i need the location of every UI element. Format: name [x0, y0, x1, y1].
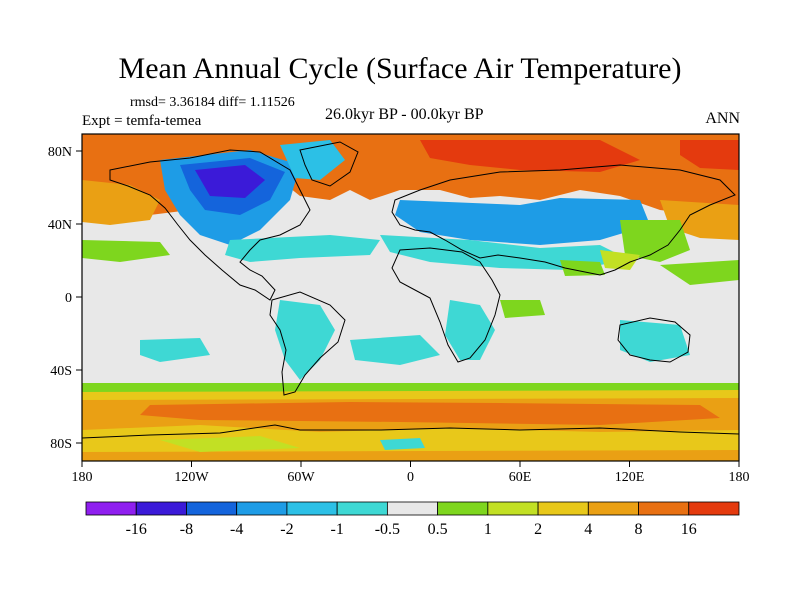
eurasia-coast: [391, 164, 736, 276]
colorbar-swatch: [437, 501, 489, 516]
laurentide-deep: [195, 165, 265, 198]
tropical-yellow: [600, 250, 640, 270]
lon-tick-label: 180: [729, 470, 750, 485]
lat-tick-label: 40S: [50, 364, 72, 379]
map-field: [82, 134, 739, 461]
lat-tick-label: 0: [65, 291, 72, 306]
antarctica-coast: [82, 424, 739, 439]
colorbar-label: -8: [180, 521, 193, 538]
colorbar-label: 1: [484, 521, 492, 538]
east-asia-warm: [620, 220, 690, 262]
colorbar-label: 16: [681, 521, 697, 538]
south-pacific-cool: [140, 338, 210, 362]
experiment-label: Expt = temfa-temea: [82, 113, 202, 129]
colorbar: [85, 501, 740, 516]
indian-ocean-green: [500, 300, 545, 318]
greenland-coast: [299, 141, 359, 187]
colorbar-label: 4: [584, 521, 592, 538]
colorbar-label: -2: [280, 521, 293, 538]
coastlines: [82, 141, 739, 439]
south-atlantic-cool: [350, 335, 440, 365]
colorbar-swatch: [537, 501, 589, 516]
lat-tick-label: 80S: [50, 437, 72, 452]
figure-title: Mean Annual Cycle (Surface Air Temperatu…: [118, 52, 682, 85]
antarctica-green: [160, 436, 300, 452]
australia-cool: [620, 320, 690, 362]
colorbar-swatch: [135, 501, 187, 516]
lat-tick-label: 40N: [48, 218, 72, 233]
arctic-red-core-2: [680, 140, 739, 170]
colorbar-swatch: [336, 501, 388, 516]
colorbar-swatch: [236, 501, 288, 516]
lon-tick-label: 180: [72, 470, 93, 485]
africa-cool: [445, 300, 495, 360]
colorbar-label: -1: [330, 521, 343, 538]
colorbar-label: 2: [534, 521, 542, 538]
lon-tick-label: 60E: [509, 470, 532, 485]
colorbar-swatch: [386, 501, 439, 516]
colorbar-swatch: [638, 501, 690, 516]
stats-line: rmsd= 3.36184 diff= 1.11526: [130, 95, 295, 110]
lon-tick-label: 120W: [174, 470, 209, 485]
north-america-coast: [109, 149, 311, 301]
colorbar-label: 8: [635, 521, 643, 538]
colorbar-swatch: [688, 501, 740, 516]
colorbar-label: 0.5: [428, 521, 448, 538]
colorbar-label: -16: [126, 521, 147, 538]
tick-marks: [76, 150, 740, 467]
south-america-coast: [269, 291, 346, 396]
lon-tick-label: 0: [407, 470, 414, 485]
mid-pacific-green: [660, 260, 739, 285]
period-label: 26.0kyr BP - 00.0kyr BP: [325, 106, 484, 123]
colorbar-swatch: [286, 501, 338, 516]
lon-tick-label: 120E: [615, 470, 645, 485]
arctic-red-core: [420, 140, 640, 172]
colorbar-swatch: [186, 501, 238, 516]
na-cool-band: [225, 235, 380, 262]
africa-coast: [391, 247, 501, 363]
australia-coast: [617, 317, 691, 363]
colorbar-label: -4: [230, 521, 243, 538]
season-label: ANN: [705, 110, 740, 127]
pacific-green-band: [82, 240, 170, 262]
colorbar-labels: -16 -8 -4 -2 -1 -0.5 0.5 1 2 4 8 16: [126, 521, 697, 538]
lat-tick-label: 80N: [48, 145, 72, 160]
greenland-cold: [280, 140, 345, 180]
southern-ocean-core: [140, 402, 720, 425]
colorbar-swatch: [487, 501, 539, 516]
antarctica-cool: [380, 438, 425, 450]
eurasia-cool: [395, 198, 650, 245]
colorbar-swatch: [587, 501, 639, 516]
lon-tick-label: 60W: [287, 470, 315, 485]
tropical-green-2: [560, 260, 605, 276]
colorbar-label: -0.5: [375, 521, 400, 538]
south-america-cool: [275, 300, 335, 380]
colorbar-swatch: [85, 501, 137, 516]
